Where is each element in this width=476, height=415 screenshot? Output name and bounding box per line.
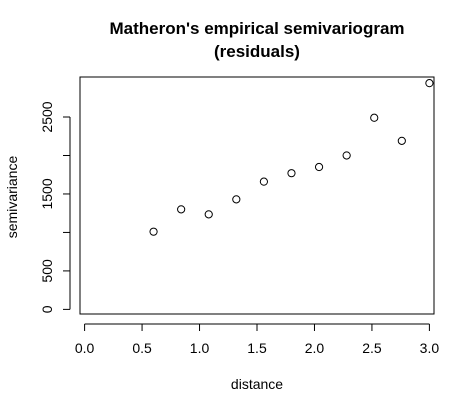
x-tick-label: 0.0 — [75, 340, 95, 356]
y-axis-label: semivariance — [4, 156, 20, 239]
chart-title-line-2: (residuals) — [214, 42, 300, 61]
data-point — [232, 195, 241, 204]
x-tick-label: 1.5 — [247, 340, 267, 356]
y-tick-label: 0 — [39, 305, 55, 313]
data-point — [370, 113, 379, 122]
data-point — [204, 210, 213, 219]
data-points — [149, 79, 434, 236]
plot-frame — [79, 76, 435, 315]
x-tick-label: 2.5 — [362, 340, 382, 356]
data-point — [314, 162, 324, 172]
x-axis-label: distance — [231, 376, 283, 392]
data-point — [287, 169, 296, 178]
x-axis: 0.0 0.5 1.0 1.5 2.0 2.5 3.0 — [75, 323, 440, 356]
data-point — [397, 136, 406, 145]
data-point — [342, 151, 351, 160]
y-tick-label: 500 — [39, 259, 55, 283]
x-tick-label: 3.0 — [420, 340, 440, 356]
y-axis: 0 500 1500 2500 — [39, 101, 71, 313]
data-point — [177, 205, 186, 214]
data-point — [259, 177, 268, 186]
y-tick-label: 2500 — [39, 101, 55, 132]
chart-title-line-1: Matheron's empirical semivariogram — [109, 19, 404, 38]
x-tick-label: 0.5 — [132, 340, 152, 356]
data-point — [149, 227, 158, 236]
x-tick-label: 1.0 — [190, 340, 210, 356]
x-tick-label: 2.0 — [305, 340, 325, 356]
data-point — [425, 79, 434, 88]
y-tick-label: 1500 — [39, 178, 55, 209]
